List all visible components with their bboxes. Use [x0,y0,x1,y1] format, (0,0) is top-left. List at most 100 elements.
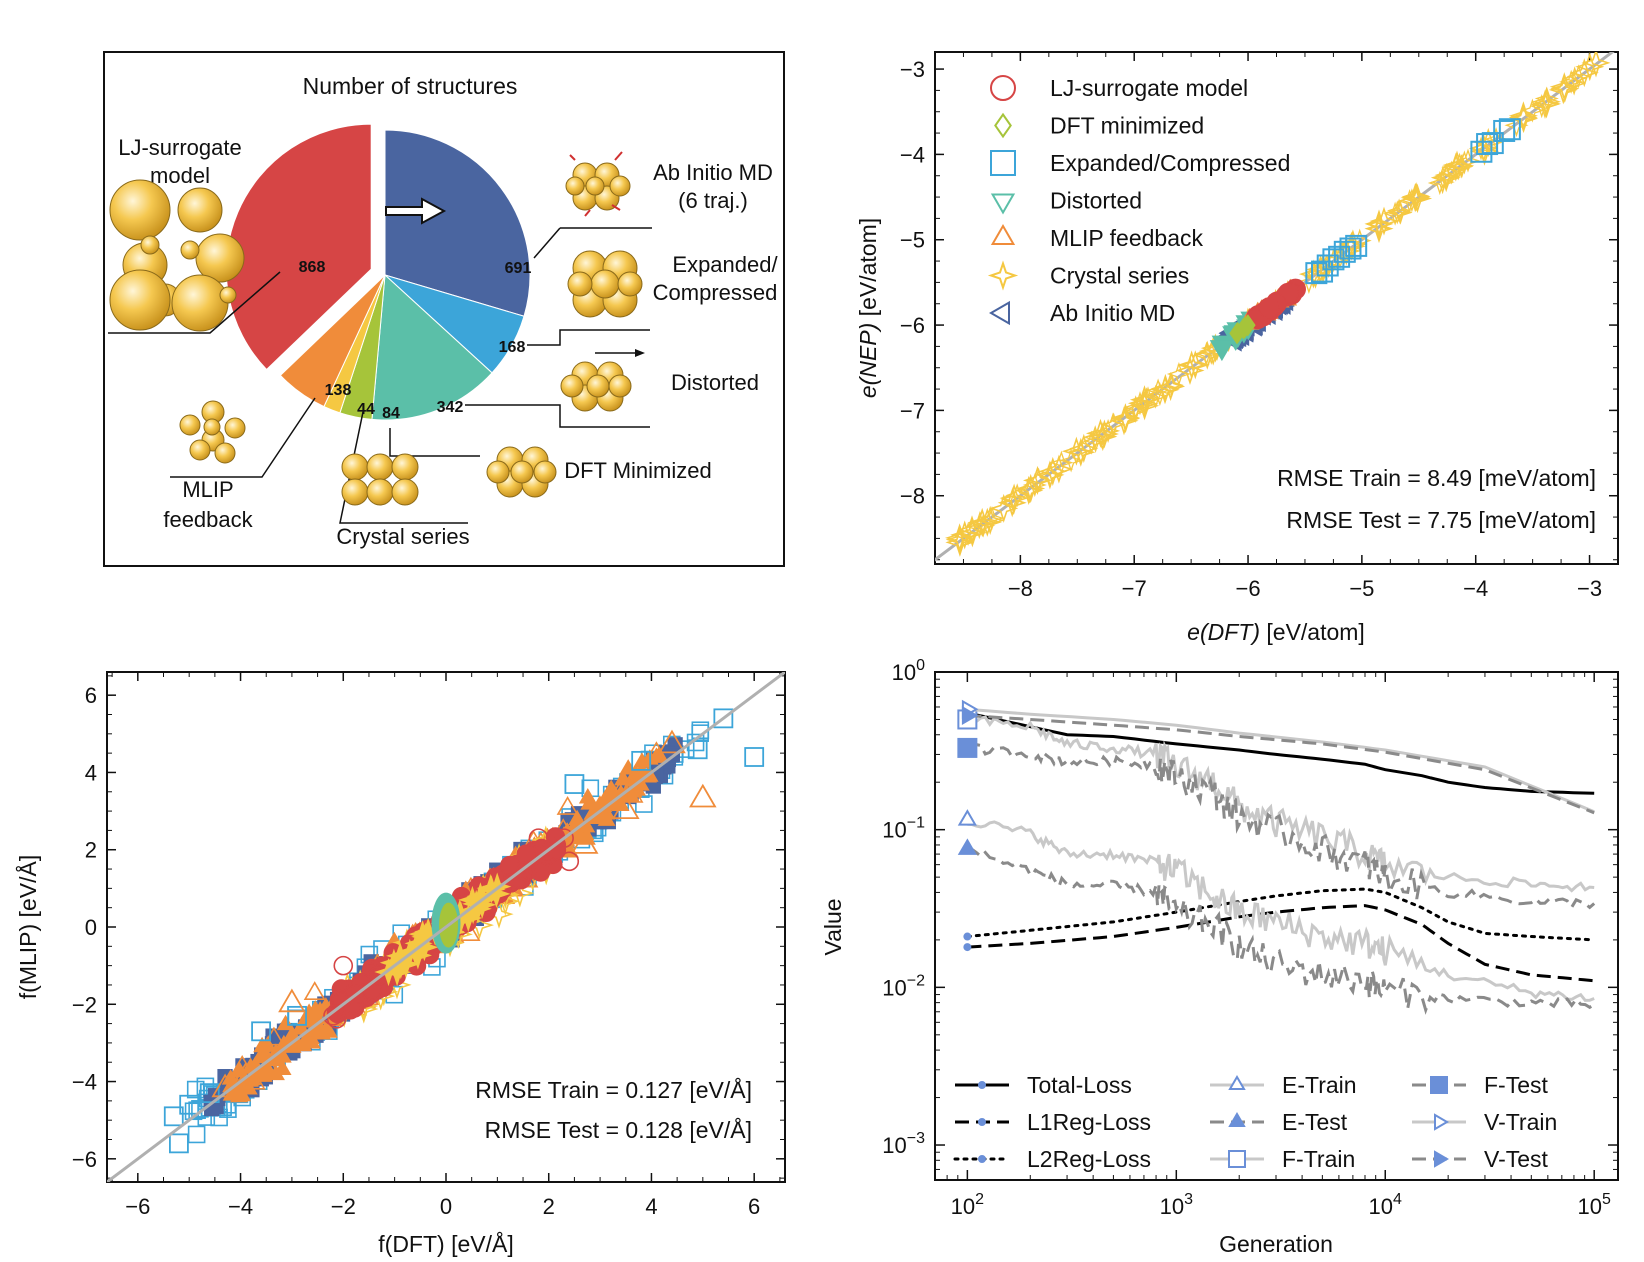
leader-mlip [170,397,316,478]
energy-ytick-label: −4 [900,142,925,167]
energy-crystal-point [1177,350,1207,380]
energy-crystal-point [1405,183,1430,208]
energy-xtick-label: −5 [1349,576,1374,601]
loss-start-marker [963,932,972,941]
force-outlier-square [169,1133,189,1154]
tick-base: 10 [882,818,906,843]
pie-leader-lines [108,227,652,524]
atom [179,414,201,436]
force-ytick-label: 0 [85,915,97,940]
force-xtick-label: −4 [228,1194,253,1219]
loss-legend-label: L1Reg-Loss [1027,1109,1151,1135]
force-outlier-square [713,708,734,729]
energy-legend-label: MLIP feedback [1050,225,1204,251]
force-ytick-label: −6 [72,1147,97,1172]
energy-crystal-point [1508,101,1538,131]
force-mlip-point [296,1030,315,1047]
atoms-mlip [179,400,246,464]
energy-xtick-label: −7 [1122,576,1147,601]
label-dftmin: DFT Minimized [564,458,712,483]
force-outlier-square [251,1021,271,1042]
force-parity-panel: −6 −4 −2 0 2 4 6 −6 −4 −2 0 2 4 6 RMSE Train = 0.127 … [14,671,786,1257]
atom [391,453,419,481]
pie-slices [225,123,531,421]
loss-xtick-label: 103 [1160,1191,1193,1219]
tick-base: 10 [882,975,906,1000]
energy-crystal-point [1083,425,1108,450]
energy-crystal-point [979,506,1005,531]
tick-base: 10 [1369,1194,1393,1219]
energy-crystal-point [1068,440,1093,465]
atoms-ab [565,162,631,211]
loss-legend-marker [1228,1150,1246,1168]
energy-xtick-label: −8 [1008,576,1033,601]
force-outlier-square [744,747,765,767]
atom [366,453,394,481]
loss-legend-marker [1228,1075,1246,1090]
energy-crystal-point [1100,412,1126,437]
label-mlip-line2: feedback [163,507,253,532]
energy-crystal-point [1520,98,1545,123]
energy-lj-point [1258,297,1280,319]
energy-crystal-point [1022,472,1047,498]
atom [609,175,631,197]
loss-start-marker [963,943,972,952]
energy-crystal-point [1529,94,1554,119]
force-outlier-triangle [278,988,306,1013]
energy-crystal-point [1147,382,1172,407]
atom [214,442,236,464]
energy-legend-label: Distorted [1050,188,1142,214]
loss-axes-frame [934,671,1619,1181]
atoms-exp [567,250,643,318]
energy-crystal-point [1044,454,1074,484]
value-label-mlip: 138 [325,382,352,399]
atom [565,176,585,196]
value-label-crys: 44 [357,401,375,418]
force-rmse-test: RMSE Test = 0.128 [eV/Å] [485,1116,752,1143]
value-label-dftmin: 84 [382,405,400,422]
energy-crystal-point [1111,404,1141,434]
distortion-arrow [595,349,645,357]
energy-rmse-test: RMSE Test = 7.75 [meV/atom] [1286,507,1596,533]
energy-crystal-point [1434,164,1459,189]
value-label-lj: 868 [299,259,326,276]
loss-series-total-loss [967,711,1595,795]
energy-crystal-point [1014,475,1044,505]
loss-series-v-train [967,707,1595,814]
loss-legend-label: F-Test [1484,1072,1549,1098]
loss-legend-label: E-Train [1282,1072,1357,1098]
atom [567,271,593,297]
value-label-exp: 168 [499,339,526,356]
energy-legend-label: Crystal series [1050,263,1189,289]
leader-crys [339,411,468,524]
atom [510,460,534,484]
atom [608,374,632,398]
force-outlier-triangle [612,795,640,819]
label-dist: Distorted [671,370,759,395]
loss-series-v-test [967,714,1595,815]
pie-slice-mlip [279,274,386,408]
atom [140,235,160,255]
energy-crystal-point [1005,483,1030,508]
tick-base: 10 [1160,1194,1184,1219]
energy-crystal-point [1123,398,1148,424]
energy-legend-marker [994,112,1012,139]
energy-expanded-point [1470,140,1493,163]
label-ab-line1: Ab Initio MD [653,160,773,185]
energy-crystal-point [1143,384,1168,409]
atom [109,269,171,331]
loss-legend-label: V-Test [1484,1146,1549,1172]
tick-base: 10 [892,660,916,685]
loss-legend-marker [1434,1113,1449,1131]
energy-crystal-point [1569,58,1599,88]
force-lj-outlier [528,828,549,848]
atoms-dist [560,361,632,412]
force-xtick-label: −6 [125,1194,150,1219]
energy-crystal-point [1113,407,1138,432]
energy-crystal-point [1180,350,1210,380]
energy-crystal-point [1366,217,1392,242]
force-outlier-triangle [689,783,717,808]
loss-ytick-label: 100 [892,657,925,685]
force-lj-outlier [323,1006,343,1026]
